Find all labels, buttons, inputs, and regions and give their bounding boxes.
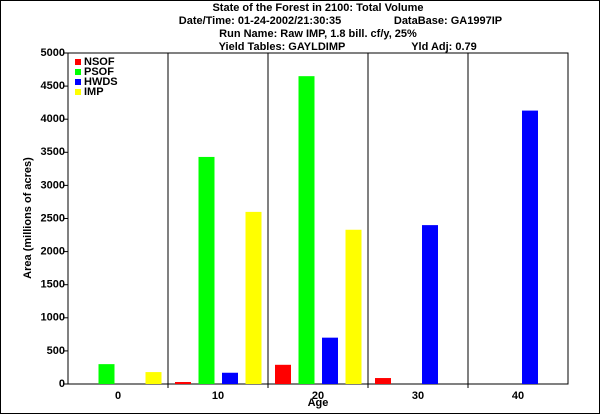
- bar: [98, 364, 115, 384]
- y-tick-label: 4500: [41, 80, 65, 92]
- bar: [198, 156, 215, 384]
- x-tick-label: 0: [115, 390, 121, 402]
- x-tick-label: 20: [312, 390, 324, 402]
- bar: [322, 337, 338, 384]
- bar: [375, 378, 391, 384]
- bar: [422, 225, 438, 384]
- legend-label: PSOF: [84, 66, 114, 78]
- legend-label: IMP: [84, 86, 104, 98]
- x-tick-label: 10: [212, 390, 224, 402]
- chart-title: Run Name: Raw IMP, 1.8 bill. cf/y, 25%: [219, 28, 417, 40]
- legend-swatch: [75, 69, 81, 75]
- legend-label: HWDS: [84, 76, 118, 88]
- y-tick-label: 1500: [41, 279, 65, 291]
- legend-swatch: [75, 59, 81, 65]
- bar: [175, 382, 191, 384]
- bar: [275, 364, 291, 384]
- bar: [298, 76, 315, 385]
- chart-title: State of the Forest in 2100: Total Volum…: [212, 2, 423, 14]
- chart-title: Yield Tables: GAYLDIMP: [219, 41, 346, 53]
- y-tick-label: 3500: [41, 146, 65, 158]
- x-axis-label: Age: [308, 397, 329, 409]
- y-axis-label: Area (millions of acres): [22, 157, 34, 279]
- bar: [145, 372, 162, 384]
- y-tick-label: 0: [59, 378, 65, 390]
- y-tick-label: 2000: [41, 246, 65, 258]
- y-tick-label: 3000: [41, 179, 65, 191]
- bar: [522, 110, 538, 385]
- x-tick-label: 40: [512, 390, 524, 402]
- legend-label: NSOF: [84, 56, 115, 68]
- bar: [345, 229, 362, 384]
- y-tick-label: 2500: [41, 212, 65, 224]
- y-tick-label: 500: [47, 345, 65, 357]
- y-tick-label: 5000: [41, 47, 65, 59]
- legend-swatch: [75, 89, 81, 95]
- x-tick-label: 30: [412, 390, 424, 402]
- y-tick-label: 1000: [41, 312, 65, 324]
- chart-title: Yld Adj: 0.79: [411, 41, 477, 53]
- legend-swatch: [75, 79, 81, 85]
- chart-title: DataBase: GA1997IP: [394, 15, 502, 27]
- y-tick-label: 4000: [41, 113, 65, 125]
- bar: [222, 372, 238, 384]
- chart-title: Date/Time: 01-24-2002/21:30:35: [179, 15, 341, 27]
- bar: [245, 211, 262, 384]
